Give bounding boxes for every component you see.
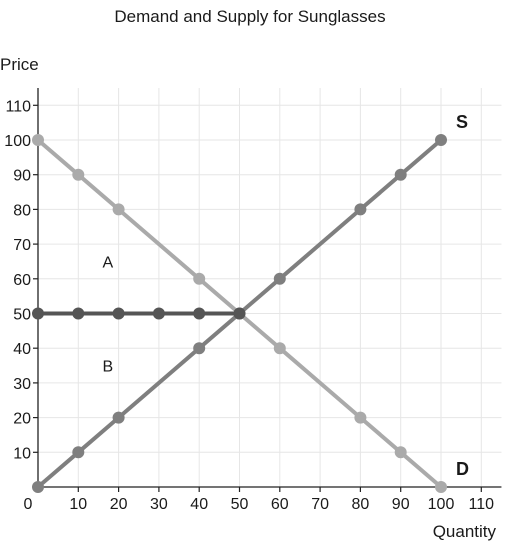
data-point (354, 411, 367, 424)
data-point (193, 307, 206, 320)
y-tick-label: 110 (5, 98, 31, 115)
data-point (112, 411, 125, 424)
data-point (394, 168, 407, 181)
data-point (435, 134, 447, 146)
y-tick-label: 30 (13, 376, 31, 393)
data-point (32, 307, 44, 320)
data-point (273, 342, 286, 355)
y-tick-label: 20 (13, 411, 31, 428)
x-tick-label: 40 (190, 496, 208, 513)
curve-label-s: S (456, 112, 468, 132)
gridlines (38, 87, 502, 487)
x-tick-label: 0 (24, 496, 33, 513)
x-tick-label: 70 (311, 496, 329, 513)
data-point (233, 307, 246, 320)
data-point (273, 272, 286, 285)
annotations: D S A B (102, 112, 469, 479)
x-axis-label: Quantity (433, 522, 497, 541)
data-point (435, 481, 447, 493)
y-tick-label: 40 (13, 341, 31, 358)
data-point (72, 168, 85, 181)
tick-labels: 10 20 30 40 50 60 70 80 90 100 110 0 10 20 30 40 50 60 70 8… (4, 98, 494, 513)
data-point (112, 203, 125, 216)
x-tick-label: 110 (469, 496, 495, 513)
x-tick-label: 60 (271, 496, 289, 513)
x-tick-label: 30 (150, 496, 168, 513)
y-tick-label: 80 (13, 202, 31, 219)
series-layer (32, 134, 447, 493)
x-tick-label: 50 (231, 496, 249, 513)
curve-label-d: D (456, 459, 469, 479)
data-point (72, 307, 85, 320)
x-tick-label: 10 (69, 496, 87, 513)
x-tick-label: 20 (110, 496, 128, 513)
x-tick-label: 100 (428, 496, 455, 513)
y-tick-label: 70 (13, 237, 31, 254)
y-tick-label: 10 (13, 445, 31, 462)
data-point (193, 272, 206, 285)
data-point (112, 307, 125, 320)
region-label-b: B (102, 359, 113, 376)
y-tick-label: 100 (4, 133, 31, 150)
data-point (32, 134, 44, 146)
data-point (152, 307, 165, 320)
x-tick-label: 80 (352, 496, 370, 513)
chart-title: Demand and Supply for Sunglasses (114, 7, 385, 26)
data-point (32, 481, 44, 493)
y-axis-label: Price (0, 55, 39, 74)
x-tick-label: 90 (392, 496, 410, 513)
y-tick-label: 90 (13, 168, 31, 185)
data-point (394, 446, 407, 459)
y-tick-label: 60 (13, 272, 31, 289)
data-point (72, 446, 85, 459)
y-tick-label: 50 (13, 307, 31, 324)
data-point (193, 342, 206, 355)
region-label-a: A (102, 254, 113, 271)
data-point (354, 203, 367, 216)
